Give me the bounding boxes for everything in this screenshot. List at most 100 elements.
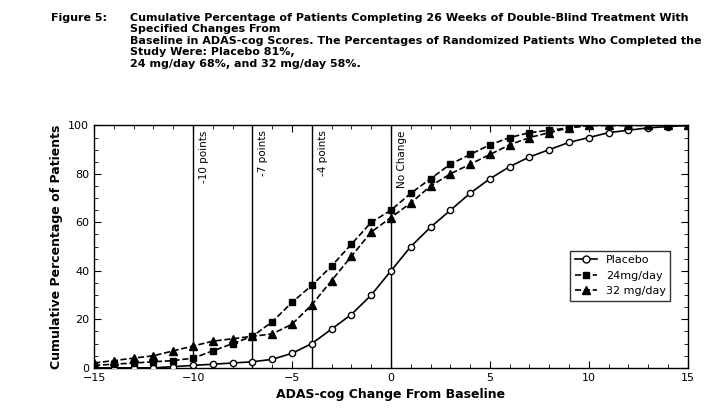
24mg/day <box>347 242 355 247</box>
Placebo <box>308 341 316 346</box>
Placebo <box>466 191 474 196</box>
Placebo <box>683 123 692 128</box>
Placebo <box>644 125 652 130</box>
24mg/day <box>367 220 376 225</box>
24mg/day <box>565 125 573 130</box>
32 mg/day <box>525 135 534 140</box>
32 mg/day <box>664 123 673 128</box>
32 mg/day <box>644 123 652 128</box>
Placebo <box>565 140 573 145</box>
24mg/day <box>109 362 118 367</box>
32 mg/day <box>268 331 277 336</box>
Placebo <box>228 360 237 365</box>
24mg/day <box>525 130 534 135</box>
32 mg/day <box>406 201 415 206</box>
Placebo <box>525 154 534 159</box>
24mg/day <box>406 191 415 196</box>
24mg/day <box>644 123 652 128</box>
Text: -10 points: -10 points <box>199 130 209 183</box>
32 mg/day <box>149 353 158 358</box>
Placebo <box>367 293 376 298</box>
32 mg/day <box>287 322 296 327</box>
Text: -7 points: -7 points <box>258 130 269 176</box>
Placebo <box>545 147 554 152</box>
32 mg/day <box>683 123 692 128</box>
Placebo <box>268 357 277 362</box>
32 mg/day <box>189 344 198 349</box>
Placebo <box>287 351 296 356</box>
32 mg/day <box>308 302 316 307</box>
32 mg/day <box>565 125 573 130</box>
Placebo <box>248 359 257 364</box>
32 mg/day <box>486 152 494 157</box>
Placebo <box>624 128 633 133</box>
24mg/day <box>209 348 217 353</box>
32 mg/day <box>347 254 355 259</box>
32 mg/day <box>248 334 257 339</box>
Line: 32 mg/day: 32 mg/day <box>90 122 691 367</box>
32 mg/day <box>327 278 336 283</box>
Placebo <box>605 130 613 135</box>
24mg/day <box>248 334 257 339</box>
24mg/day <box>327 263 336 268</box>
24mg/day <box>446 162 455 167</box>
Placebo <box>486 176 494 181</box>
Placebo <box>109 365 118 370</box>
Text: No Change: No Change <box>397 130 407 188</box>
24mg/day <box>268 319 277 324</box>
24mg/day <box>545 128 554 133</box>
24mg/day <box>308 283 316 288</box>
32 mg/day <box>228 336 237 341</box>
Placebo <box>130 365 138 370</box>
Line: 24mg/day: 24mg/day <box>90 122 691 369</box>
24mg/day <box>584 123 593 128</box>
24mg/day <box>130 360 138 365</box>
32 mg/day <box>109 358 118 363</box>
24mg/day <box>189 356 198 361</box>
Placebo <box>664 124 673 129</box>
24mg/day <box>387 208 395 213</box>
Text: Figure 5:: Figure 5: <box>51 13 106 23</box>
Placebo <box>387 268 395 273</box>
32 mg/day <box>466 162 474 167</box>
Placebo <box>406 244 415 249</box>
Placebo <box>189 363 198 368</box>
32 mg/day <box>130 356 138 361</box>
24mg/day <box>664 123 673 128</box>
X-axis label: ADAS-cog Change From Baseline: ADAS-cog Change From Baseline <box>277 388 505 401</box>
24mg/day <box>505 135 514 140</box>
24mg/day <box>90 363 98 368</box>
24mg/day <box>287 300 296 305</box>
24mg/day <box>683 123 692 128</box>
24mg/day <box>624 123 633 128</box>
24mg/day <box>228 341 237 346</box>
32 mg/day <box>387 215 395 220</box>
Placebo <box>209 362 217 367</box>
24mg/day <box>466 152 474 157</box>
Placebo <box>347 312 355 317</box>
Placebo <box>149 365 158 370</box>
32 mg/day <box>545 130 554 135</box>
32 mg/day <box>505 142 514 147</box>
Placebo <box>584 135 593 140</box>
32 mg/day <box>209 339 217 344</box>
Text: -4 points: -4 points <box>318 130 328 176</box>
Legend: Placebo, 24mg/day, 32 mg/day: Placebo, 24mg/day, 32 mg/day <box>571 251 670 301</box>
32 mg/day <box>446 171 455 176</box>
24mg/day <box>486 142 494 147</box>
32 mg/day <box>584 123 593 128</box>
Text: Cumulative Percentage of Patients Completing 26 Weeks of Double-Blind Treatment : Cumulative Percentage of Patients Comple… <box>130 13 702 69</box>
32 mg/day <box>605 123 613 128</box>
32 mg/day <box>169 348 177 353</box>
24mg/day <box>605 123 613 128</box>
32 mg/day <box>624 123 633 128</box>
24mg/day <box>169 358 177 363</box>
32 mg/day <box>90 360 98 365</box>
32 mg/day <box>426 184 435 189</box>
Line: Placebo: Placebo <box>91 122 691 371</box>
Placebo <box>169 364 177 369</box>
32 mg/day <box>367 229 376 234</box>
Placebo <box>90 365 98 370</box>
Placebo <box>505 164 514 169</box>
24mg/day <box>149 359 158 364</box>
